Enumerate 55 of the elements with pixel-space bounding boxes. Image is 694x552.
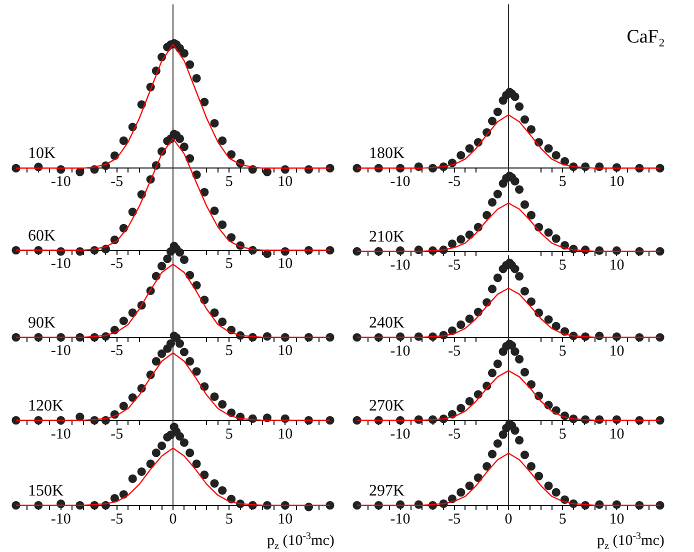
x-tick-label: 10 (609, 343, 624, 360)
x-tick-label: 5 (558, 174, 566, 190)
text: 240K (369, 314, 405, 332)
x-tick-label: 5 (225, 511, 233, 528)
text: 120K (28, 397, 64, 414)
text: 90K (28, 314, 56, 332)
x-tick-label: 5 (225, 256, 233, 272)
x-tick-label: -10 (390, 174, 410, 190)
x-tick-label: -10 (50, 511, 71, 528)
x-tick-label: 10 (609, 174, 624, 190)
x-tick-label: 10 (609, 426, 624, 442)
x-tick-label: -5 (110, 343, 124, 360)
x-tick-label: -5 (448, 343, 461, 360)
x-tick-label: -5 (110, 174, 124, 190)
text: 270K (369, 397, 405, 414)
x-tick-label: -10 (390, 511, 410, 528)
x-tick-label: 10 (278, 256, 293, 272)
x-tick-label: 10 (609, 511, 624, 528)
text: 10K (28, 145, 56, 162)
x-tick-label: -5 (110, 511, 124, 528)
text: CaF₂ (626, 26, 665, 48)
x-tick-label: 10 (278, 343, 293, 360)
x-tick-label: 0 (169, 511, 177, 528)
x-axis-title: p$_{z}$ (10$^{-3}$mc) (597, 531, 664, 552)
text: 297K (369, 482, 405, 500)
x-tick-label: -5 (448, 174, 461, 190)
x-tick-label: 10 (278, 426, 293, 442)
x-tick-label: -10 (390, 426, 410, 442)
x-tick-label: -10 (50, 426, 71, 442)
text: 150K (28, 482, 64, 500)
x-tick-label: -10 (390, 343, 410, 360)
text: 210K (369, 228, 405, 246)
x-tick-label: 5 (558, 511, 566, 528)
x-tick-label: 0 (504, 511, 512, 528)
x-tick-label: 5 (558, 343, 566, 360)
x-tick-label: 5 (225, 343, 233, 360)
x-tick-label: 5 (558, 257, 566, 274)
x-tick-label: 5 (225, 174, 233, 190)
x-tick-label: -10 (390, 257, 410, 274)
x-tick-label: -5 (448, 511, 461, 528)
x-tick-label: 10 (609, 257, 624, 274)
x-tick-label: -10 (50, 256, 71, 272)
x-tick-label: -5 (110, 256, 124, 272)
x-axis-title: p$_{z}$ (10$^{-3}$mc) (267, 531, 334, 552)
x-tick-label: 5 (558, 426, 566, 442)
x-tick-label: 10 (278, 174, 293, 190)
x-tick-label: -5 (448, 426, 461, 442)
text: 180K (369, 145, 405, 162)
x-tick-label: -10 (50, 343, 71, 360)
x-tick-label: 10 (278, 511, 293, 528)
x-tick-label: -5 (110, 426, 124, 442)
text: 60K (28, 227, 56, 244)
x-tick-label: -5 (448, 257, 461, 274)
x-tick-label: -10 (50, 174, 71, 190)
x-tick-label: 5 (225, 426, 233, 442)
